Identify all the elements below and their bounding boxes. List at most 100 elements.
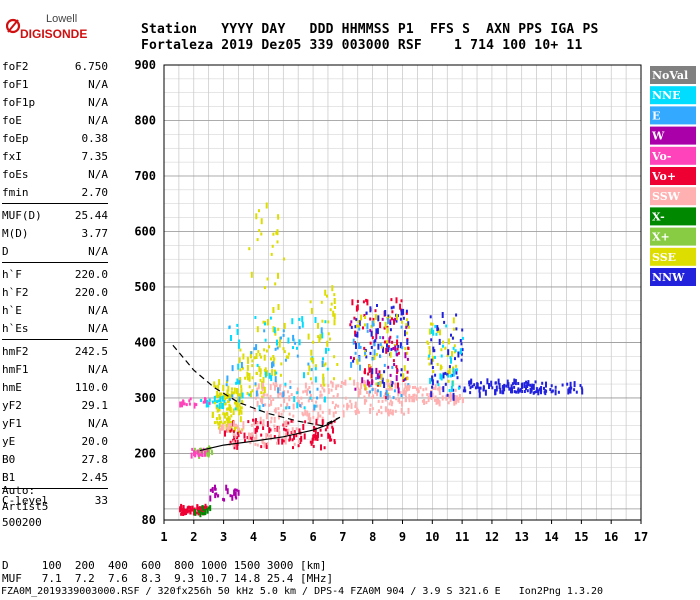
scatter-point [438,387,441,391]
scatter-point [226,389,229,393]
scatter-point [280,392,283,399]
scatter-point [313,435,316,439]
scatter-point [256,393,259,397]
scatter-point [383,363,386,367]
scatter-point [533,390,536,394]
scatter-point [293,430,296,434]
scatter-point [436,380,439,384]
scatter-point [358,390,360,394]
scatter-point [406,370,409,374]
scatter-point [226,413,229,417]
scatter-point [353,379,356,386]
scatter-point [234,401,236,405]
scatter-point [442,386,445,393]
scatter-point [404,382,407,386]
scatter-point [396,339,399,346]
scatter-point [457,398,459,402]
scatter-point [319,333,322,340]
scatter-point [272,326,275,333]
scatter-point [342,411,345,418]
scatter-point [365,311,368,315]
scatter-point [194,451,197,458]
scatter-point [310,368,313,372]
scatter-point [529,383,532,387]
scatter-point [421,399,424,403]
scatter-point [236,329,239,335]
param-value: N/A [88,245,108,258]
scatter-point [447,374,450,378]
scatter-point [272,398,275,401]
scatter-point [452,392,455,399]
scatter-point [490,380,493,387]
scatter-point [445,394,448,401]
scatter-point [377,409,380,413]
scatter-point [215,417,218,421]
scatter-point [270,252,273,256]
scatter-point [459,351,462,355]
y-tick-label: 800 [134,113,156,127]
scatter-point [363,323,366,327]
scatter-point [334,410,337,414]
scatter-point [319,404,322,411]
param-key: M(D) [2,227,29,240]
scatter-point [285,355,288,359]
scatter-point [292,403,295,410]
scatter-point [182,510,185,516]
scatter-point [391,409,394,416]
scatter-point [342,404,345,408]
scatter-point [389,385,392,389]
scatter-point [256,421,259,425]
scatter-point [308,365,311,372]
scatter-point [230,428,233,432]
scatter-point [243,432,246,439]
scatter-point [195,403,198,407]
scatter-point [237,399,240,403]
scatter-point [291,427,294,434]
scatter-point [358,327,361,331]
scatter-point [366,391,368,394]
scatter-point [211,411,214,415]
scatter-point [336,393,339,397]
scatter-point [369,306,372,313]
scatter-point [320,327,323,334]
scatter-point [253,356,256,360]
scatter-point [460,352,463,356]
scatter-point [319,394,322,398]
scatter-point [453,399,456,406]
scatter-point [319,428,322,432]
param-row: yE 20.0 [2,433,108,451]
scatter-point [270,399,273,406]
scatter-point [437,387,440,391]
scatter-point [233,387,236,394]
scatter-point [230,390,233,397]
scatter-point [537,389,540,396]
scatter-point [486,378,489,385]
scatter-point [434,373,437,377]
scatter-point [320,384,322,387]
scatter-point [248,247,251,251]
scatter-point [365,355,368,359]
scatter-point [375,382,378,386]
auto-label: Auto: [2,484,36,497]
x-tick-label: 4 [250,530,257,544]
param-key: C-level [2,494,49,507]
param-key: fxI [2,150,22,163]
scatter-point [283,322,286,329]
scatter-point [365,387,368,391]
scatter-point [277,387,280,394]
scatter-point [321,319,324,323]
scatter-point [431,392,434,399]
scatter-point [201,511,204,515]
scatter-point [253,419,256,426]
scatter-point [356,331,359,338]
scatter-point [434,355,436,359]
x-tick-label: 3 [220,530,227,544]
scatter-point [354,351,357,355]
scatter-point [251,364,254,368]
scatter-point [254,408,257,412]
scatter-point [337,404,340,408]
legend-swatch [650,167,696,185]
scatter-point [407,383,410,387]
scatter-point [400,407,403,414]
scatter-point [267,319,269,325]
